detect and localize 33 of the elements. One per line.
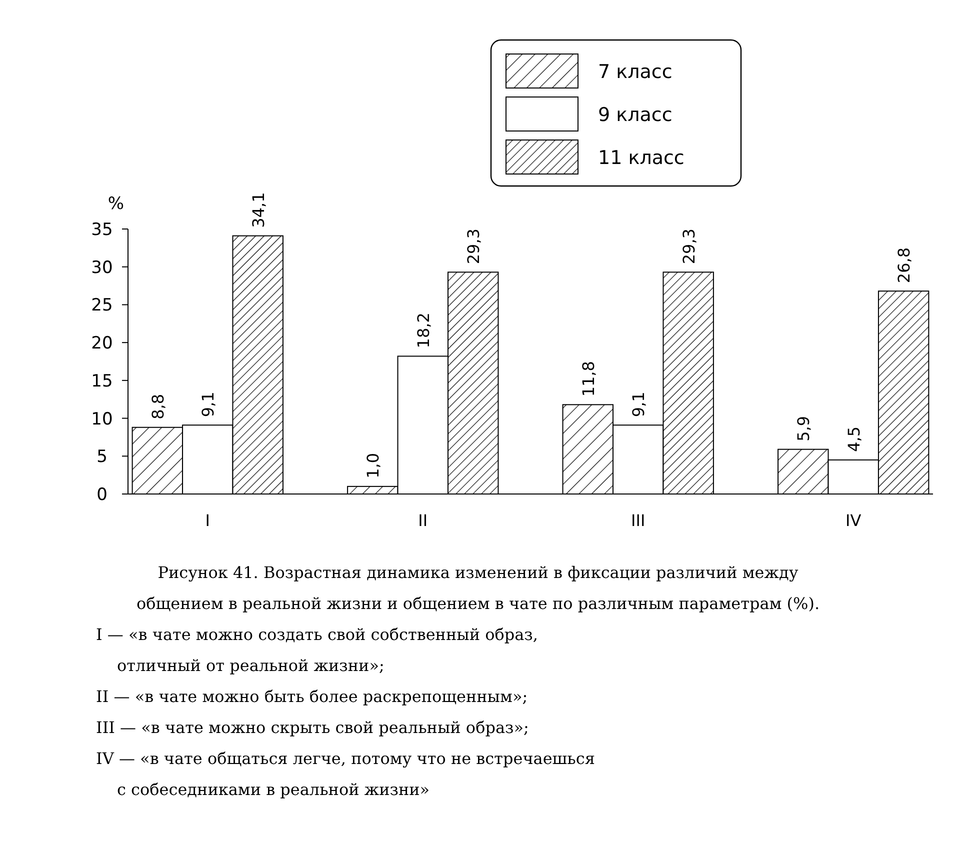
data-label: 4,5 [844,426,864,452]
data-label: 9,1 [629,392,648,418]
y-tick-label: 20 [91,334,113,354]
y-tick-label: 5 [96,447,108,468]
data-label: 29,3 [679,228,698,264]
data-label: 9,1 [198,392,218,418]
y-axis-title: % [108,194,124,214]
x-tick-label: II [418,511,428,530]
data-label: 29,3 [464,228,484,264]
data-label: 34,1 [248,192,268,228]
text: I — «в чате можно создать свой собственный образ, отличный от реальной жизни»; [96,625,538,675]
x-tick-label: IV [846,511,862,530]
text: IV — «в чате общаться легче, потому что не встречаешься с собеседниками в реальной жизни» [96,749,595,799]
text: III — «в чате можно скрыть свой реальный образ»; [96,718,529,737]
y-tick-label: 0 [96,485,108,505]
x-tick-label: I [205,511,210,530]
y-tick-label: 15 [91,371,113,392]
data-label: 18,2 [414,312,433,348]
data-label: 1,0 [364,452,383,478]
y-tick-label: 35 [91,220,113,240]
text: Рисунок 41. Возрастная динамика изменений в фиксации различий между общением в реальной жизни и общением в чате по различным параметрам (%). [136,563,820,613]
data-label: 5,9 [794,416,814,442]
y-tick-label: 25 [91,296,113,316]
legend-label: 11 класс [598,147,684,169]
data-label: 8,8 [148,394,168,420]
legend-label: 9 класс [598,104,672,126]
y-tick-label: 10 [91,409,113,430]
x-tick-label: III [631,511,646,530]
data-label: 11,8 [578,361,598,397]
y-tick-label: 30 [91,258,113,278]
data-label: 26,8 [894,247,914,284]
text: II — «в чате можно быть более раскрепощенным»; [96,687,528,706]
legend-label: 7 класс [598,61,672,83]
